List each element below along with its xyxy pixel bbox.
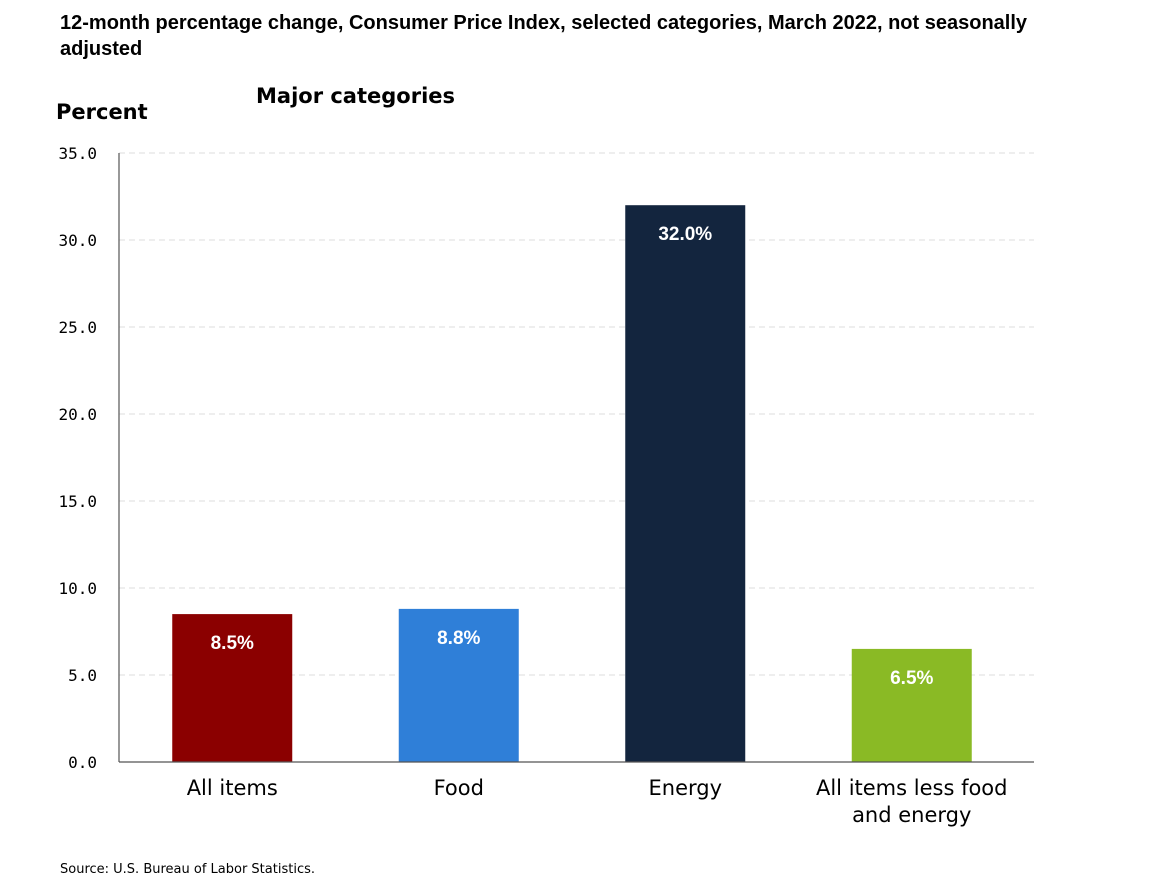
y-tick-label: 30.0 bbox=[58, 231, 97, 250]
y-axis-label: Percent bbox=[56, 100, 148, 124]
bars bbox=[172, 205, 972, 762]
bar-data-labels: 8.5% 8.8% 32.0% 6.5% bbox=[211, 224, 934, 689]
y-tick-label: 0.0 bbox=[68, 753, 97, 772]
x-axis-category-labels: All items Food Energy All items less food an… bbox=[187, 776, 1008, 827]
x-category-label: Energy bbox=[648, 776, 722, 800]
x-category-label: and energy bbox=[852, 803, 971, 827]
bar-data-label: 6.5% bbox=[890, 668, 933, 689]
y-tick-label: 5.0 bbox=[68, 666, 97, 685]
bar-food bbox=[398, 608, 519, 762]
bar-data-label: 8.8% bbox=[437, 628, 480, 649]
bar-data-label: 8.5% bbox=[211, 633, 254, 654]
y-tick-label: 10.0 bbox=[58, 579, 97, 598]
bar-all-items bbox=[172, 614, 293, 762]
y-tick-label: 25.0 bbox=[58, 318, 97, 337]
axes bbox=[118, 153, 1034, 763]
x-category-label: Food bbox=[434, 776, 484, 800]
bar-data-label: 32.0% bbox=[658, 224, 712, 245]
x-category-label: All items less food bbox=[816, 776, 1008, 800]
y-tick-label: 20.0 bbox=[58, 405, 97, 424]
bar-energy bbox=[625, 205, 746, 762]
chart-subtitle: Major categories bbox=[256, 84, 456, 108]
y-axis-ticks: 0.0 5.0 10.0 15.0 20.0 25.0 30.0 35.0 bbox=[58, 144, 97, 772]
bar-all-items-less-food-and-energy bbox=[851, 648, 972, 762]
chart-title: 12-month percentage change, Consumer Pri… bbox=[60, 12, 1028, 60]
gridlines bbox=[119, 152, 1034, 676]
y-tick-label: 35.0 bbox=[58, 144, 97, 163]
source-note: Source: U.S. Bureau of Labor Statistics. bbox=[60, 862, 315, 877]
x-category-label: All items bbox=[187, 776, 278, 800]
y-tick-label: 15.0 bbox=[58, 492, 97, 511]
